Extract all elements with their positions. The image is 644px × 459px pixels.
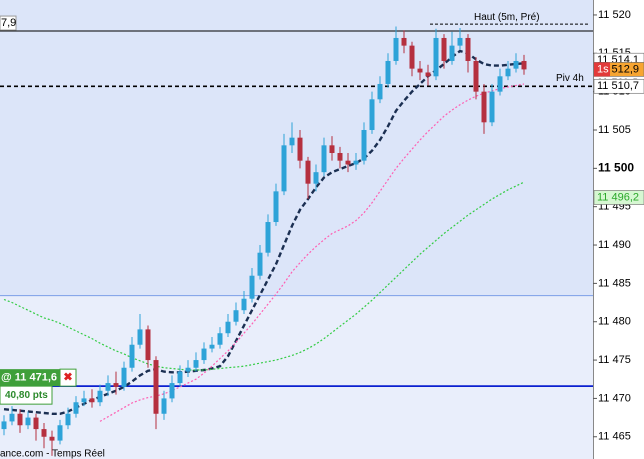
candle-body (209, 344, 215, 349)
candle-body (1, 421, 7, 430)
candle-body (177, 371, 183, 384)
price-badge (594, 62, 610, 77)
candle-body (313, 172, 319, 184)
candle-body (281, 145, 287, 192)
candle-body (305, 160, 311, 184)
candle-body (297, 137, 303, 161)
candle-body (409, 45, 415, 69)
y-tick-label: 11 470 (598, 392, 631, 404)
candle-body (185, 367, 191, 372)
candle-body (241, 298, 247, 311)
candle-body (233, 310, 239, 322)
candle-body (481, 91, 487, 123)
candle-body (425, 72, 431, 77)
level-label: 7,9 (1, 17, 16, 29)
candle-body (137, 329, 143, 345)
y-tick-label: 11 480 (598, 316, 631, 328)
y-tick-label: 11 520 (598, 9, 631, 21)
price-tag-label: 11 514,1 (597, 54, 639, 66)
order-close (59, 368, 77, 387)
candle-body (321, 145, 327, 173)
price-badge-label: 1s (597, 63, 609, 75)
candle-body (497, 76, 503, 92)
candle-body (401, 37, 407, 46)
price-tag (593, 78, 644, 94)
candle-body (105, 383, 111, 391)
level-label: Piv 4h (556, 73, 584, 84)
candle-body (345, 160, 351, 165)
level-label: Haut (5m, Pré) (474, 12, 540, 23)
candle-body (97, 390, 103, 403)
y-tick-label: 11 475 (598, 354, 631, 366)
candle-body (505, 68, 511, 77)
candle-body (17, 413, 23, 426)
y-tick-label: 11 465 (598, 431, 631, 443)
candle-body (121, 367, 127, 387)
candle-body (377, 83, 383, 100)
candle-body (393, 37, 399, 61)
candle-body (473, 60, 479, 92)
order-close-icon[interactable]: ✖ (63, 372, 72, 384)
candle-body (457, 37, 463, 46)
upper-zone (0, 0, 593, 296)
y-tick-label: 11 490 (598, 239, 631, 251)
candle-body (129, 344, 135, 368)
candle-body (441, 37, 447, 61)
candle-body (257, 252, 263, 276)
candle-body (513, 60, 519, 69)
candle-body (153, 360, 159, 414)
candle-body (25, 417, 31, 426)
candle-body (65, 413, 71, 426)
candle-body (369, 99, 375, 130)
candle-body (113, 383, 119, 387)
candle-body (33, 417, 39, 430)
candle-body (145, 329, 151, 361)
candle-body (273, 191, 279, 223)
candle-body (249, 275, 255, 299)
y-tick-label: 11 505 (598, 124, 631, 136)
candle-body (329, 145, 335, 153)
price-tag-label: 11 496,2 (597, 191, 639, 203)
price-tag-label: 11 510,7 (597, 80, 639, 92)
candle-body (217, 333, 223, 345)
candle-body (201, 348, 207, 361)
order-pts: 40,80 pts (5, 390, 48, 401)
candle-body (57, 425, 63, 441)
candle-body (265, 222, 271, 253)
candle-body (41, 429, 47, 437)
order-label: @ 11 471,6 (1, 372, 57, 384)
candle-body (417, 68, 423, 73)
candle-body (449, 45, 455, 61)
footer-source: ance.com - Temps Réel (0, 449, 105, 459)
candle-body (337, 153, 343, 161)
candle-body (73, 402, 79, 414)
y-tick-label: 11 500 (598, 161, 634, 175)
level-tag (0, 15, 17, 31)
candle-body (81, 398, 87, 403)
candle-body (361, 129, 367, 161)
candle-body (225, 321, 231, 334)
candle-body (193, 360, 199, 368)
candle-body (465, 37, 471, 61)
y-tick-label: 11 485 (598, 277, 631, 289)
order-pts-box (0, 385, 53, 405)
candle-body (9, 413, 15, 422)
order-box (0, 369, 60, 387)
price-tag (593, 190, 644, 205)
candle-body (289, 137, 295, 146)
candle-body (385, 60, 391, 84)
candle-body (433, 37, 439, 77)
candle-body (161, 398, 167, 414)
candle-body (89, 398, 95, 403)
candle-body (169, 383, 175, 399)
candle-body (521, 60, 527, 70)
candle-body (353, 160, 359, 165)
candle-body (49, 436, 55, 441)
candle-body (489, 91, 495, 123)
